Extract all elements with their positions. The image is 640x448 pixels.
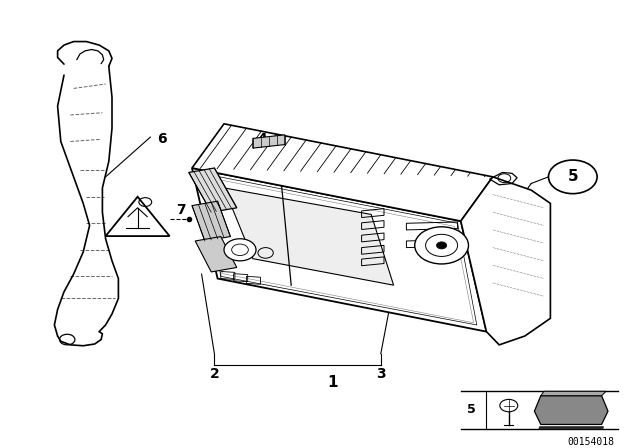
Polygon shape xyxy=(192,168,486,332)
Text: 6: 6 xyxy=(157,132,166,146)
Circle shape xyxy=(436,242,447,249)
Text: 4: 4 xyxy=(257,132,268,146)
Polygon shape xyxy=(253,135,285,148)
Text: 3: 3 xyxy=(376,366,386,381)
Polygon shape xyxy=(461,177,550,345)
Circle shape xyxy=(224,239,256,261)
Text: 2: 2 xyxy=(209,366,220,381)
Polygon shape xyxy=(541,391,606,396)
Text: 7: 7 xyxy=(176,203,186,217)
Polygon shape xyxy=(534,396,608,424)
Circle shape xyxy=(415,227,468,264)
Text: 00154018: 00154018 xyxy=(568,437,614,447)
Polygon shape xyxy=(539,426,604,429)
Polygon shape xyxy=(189,168,237,212)
Polygon shape xyxy=(192,124,493,221)
Polygon shape xyxy=(195,237,237,272)
Text: 5: 5 xyxy=(467,403,476,416)
Text: 5: 5 xyxy=(568,169,578,185)
Polygon shape xyxy=(192,201,230,241)
Text: 1: 1 xyxy=(328,375,338,390)
Polygon shape xyxy=(224,188,394,285)
